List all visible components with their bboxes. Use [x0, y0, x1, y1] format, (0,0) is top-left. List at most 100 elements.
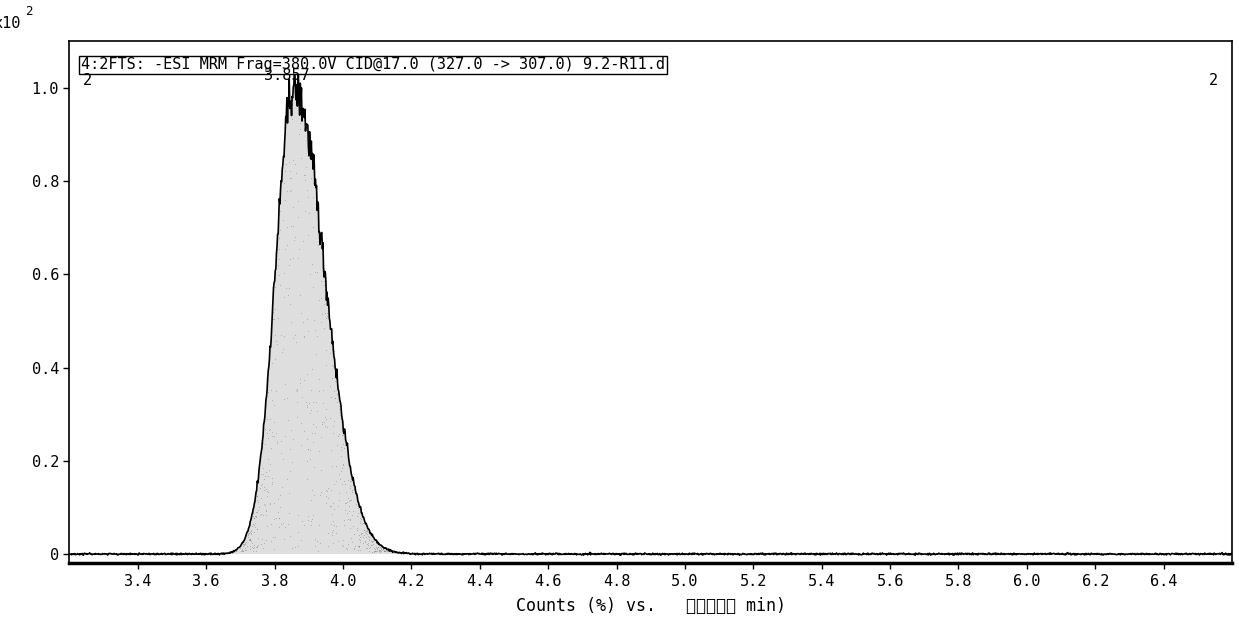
Point	[254, 499, 274, 509]
Point	[382, 547, 401, 557]
Point	[309, 546, 328, 556]
Point	[275, 379, 295, 389]
Point	[252, 509, 271, 519]
Point	[282, 543, 302, 553]
Point	[333, 541, 353, 551]
Point	[302, 259, 322, 269]
Point	[335, 516, 354, 526]
Point	[369, 545, 389, 555]
Point	[282, 221, 302, 231]
Point	[323, 516, 343, 526]
Point	[256, 506, 276, 516]
Point	[289, 541, 309, 550]
Point	[331, 417, 351, 427]
Point	[338, 539, 358, 549]
Point	[349, 518, 369, 527]
Point	[349, 541, 369, 550]
Point	[294, 376, 313, 386]
Point	[364, 546, 384, 556]
Point	[232, 545, 252, 555]
Point	[369, 546, 389, 556]
Point	[326, 392, 346, 402]
Point	[353, 518, 373, 527]
Point	[274, 268, 294, 278]
Point	[310, 374, 330, 384]
Point	[261, 384, 281, 394]
Point	[316, 491, 336, 501]
Point	[327, 440, 347, 450]
Point	[281, 221, 301, 231]
Point	[264, 514, 284, 524]
Point	[330, 494, 349, 504]
Text: x10: x10	[0, 16, 21, 31]
Point	[351, 529, 370, 539]
Point	[368, 542, 388, 552]
Point	[339, 483, 359, 493]
Point	[333, 535, 353, 545]
Point	[286, 337, 306, 346]
Point	[290, 244, 310, 254]
Point	[243, 509, 263, 519]
Point	[294, 520, 313, 530]
Point	[260, 424, 280, 434]
Point	[320, 381, 339, 391]
Point	[282, 457, 302, 466]
Point	[330, 429, 349, 439]
Point	[249, 498, 269, 508]
Point	[270, 280, 290, 290]
Point	[302, 428, 322, 438]
Point	[302, 364, 322, 374]
Point	[244, 513, 264, 522]
Point	[294, 426, 313, 436]
Point	[296, 400, 316, 410]
Point	[239, 534, 259, 544]
Point	[357, 539, 377, 549]
Point	[331, 445, 351, 455]
Point	[327, 397, 347, 407]
Point	[307, 536, 327, 546]
Point	[263, 427, 282, 437]
Point	[311, 432, 331, 442]
Point	[269, 494, 289, 504]
Point	[311, 276, 331, 286]
Point	[290, 118, 310, 128]
Point	[354, 536, 374, 546]
Point	[342, 495, 362, 505]
Point	[250, 509, 270, 519]
Point	[294, 170, 313, 180]
Point	[271, 519, 291, 529]
Point	[282, 333, 302, 343]
Point	[281, 185, 301, 195]
Point	[234, 541, 254, 550]
Point	[374, 545, 394, 555]
Point	[252, 534, 271, 544]
Point	[361, 529, 380, 539]
Point	[247, 511, 266, 521]
Point	[280, 299, 300, 309]
Point	[348, 545, 368, 555]
Point	[336, 543, 356, 553]
Point	[335, 479, 354, 489]
Point	[238, 529, 258, 539]
Point	[327, 528, 347, 538]
Point	[370, 542, 390, 552]
Point	[362, 537, 382, 547]
Point	[244, 542, 264, 552]
Point	[240, 541, 260, 551]
Text: 2: 2	[1209, 73, 1218, 88]
Point	[296, 162, 316, 172]
Point	[358, 526, 378, 536]
Point	[280, 166, 300, 176]
Point	[286, 168, 306, 178]
Point	[351, 535, 370, 545]
Point	[335, 443, 354, 453]
Point	[309, 240, 328, 250]
Point	[266, 428, 286, 438]
Point	[269, 522, 289, 532]
Point	[330, 474, 349, 484]
Point	[325, 415, 344, 425]
Point	[247, 542, 266, 552]
Point	[378, 545, 398, 555]
Point	[332, 479, 352, 489]
Point	[255, 535, 275, 545]
